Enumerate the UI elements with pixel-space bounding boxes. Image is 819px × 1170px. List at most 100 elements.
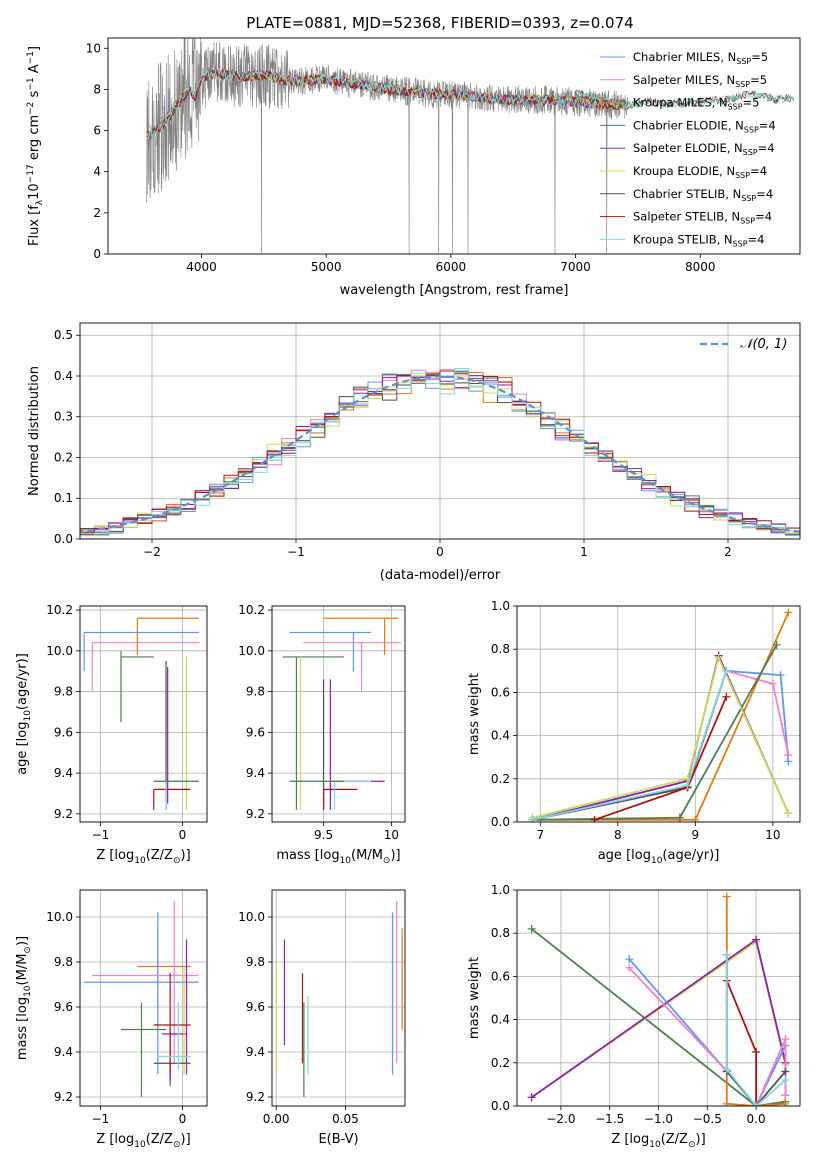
label-part: 10 [134, 856, 146, 866]
weight-marker-kroupa_elodie [784, 809, 793, 818]
spectrum-x-label: wavelength [Angstrom, rest frame] [340, 283, 569, 298]
plot-area [146, 38, 795, 254]
panel-mE-x-label: E(B-V) [318, 1132, 358, 1147]
label-part: −1 [26, 51, 36, 64]
weight-line-salpeter_elodie [532, 652, 790, 821]
label-part: Z [log [611, 1132, 649, 1147]
x-tick-label: 2 [724, 545, 732, 559]
weight-marker-chabrier_elodie [675, 813, 684, 822]
x-tick-label: 9 [692, 828, 700, 842]
y-tick-label: 9.2 [246, 807, 265, 821]
mass-vs-metallicity-panel: −1 09.29.49.69.810.0Z [log10(Z/Z⊙)]mass [… [15, 889, 208, 1150]
label-part: (Z/Z [661, 1132, 688, 1147]
weight-marker-kroupa_stelib [781, 1076, 790, 1085]
weight-line-salpeter_miles [628, 967, 787, 1106]
label-part: 10 [651, 856, 663, 866]
axes-frame [271, 889, 406, 1107]
x-tick-label: 10 [384, 828, 399, 842]
y-tick-label: 10.2 [238, 603, 265, 617]
weight-marker-chabrier_elodie [527, 924, 536, 933]
y-tick-label: 0.2 [491, 1056, 510, 1070]
label-part: 10 [649, 1140, 661, 1150]
label-part: −17 [26, 164, 36, 183]
y-tick-label: 9.6 [54, 725, 73, 739]
weight-marker-salpeter_elodie [527, 1093, 536, 1102]
age-vs-metallicity-panel: −1 09.29.49.69.810.010.2Z [log10(Z/Z⊙)]ag… [15, 603, 208, 866]
legend-value: =5 [750, 73, 767, 87]
weight-line-chabrier_elodie [531, 928, 786, 1106]
observed-spectrum-line [146, 38, 629, 254]
weight-line-kroupa_stelib [725, 954, 786, 1106]
label-part: )] [390, 848, 400, 863]
weight-marker-salpeter_miles [768, 679, 777, 688]
y-tick-label: 4 [93, 165, 101, 179]
label-part: (Z/Z [146, 848, 173, 863]
spectrum-y-label: Flux [fλ10−17 erg cm−2 s−1 A−1] [26, 46, 45, 246]
axes-frame [516, 605, 801, 823]
plot-area [527, 892, 790, 1106]
y-tick-label: 9.8 [246, 685, 265, 699]
plot-area [83, 617, 199, 810]
y-tick-label: 0.4 [491, 729, 510, 743]
legend-name: Chabrier STELIB, N [633, 187, 741, 201]
label-part: 10 [23, 985, 33, 997]
legend-entry: Salpeter STELIB, NSSP=4 [633, 210, 772, 226]
y-tick-label: 2 [93, 206, 101, 220]
y-tick-label: 10.0 [238, 910, 265, 924]
y-tick-label: 9.8 [54, 955, 73, 969]
label-part: s [27, 90, 42, 101]
label-part: λ [35, 199, 45, 205]
legend-entry: Salpeter ELODIE, NSSP=4 [633, 141, 775, 157]
residual-histogram-panel: −2 −1 0 1 2 0.0 0.1 0.2 0.3 0.4 0.5 (data-model)/er… [27, 322, 801, 583]
weight-marker-salpeter_stelib [752, 1048, 761, 1056]
label-part: A [27, 64, 42, 77]
y-tick-label: 1.0 [491, 883, 510, 897]
y-tick-label: 0.6 [491, 969, 510, 983]
y-tick-label: 0.8 [491, 642, 510, 656]
label-part: (age/yr)] [662, 848, 719, 863]
x-tick-label: −2.0 [546, 1112, 575, 1126]
legend-name: Salpeter ELODIE, N [633, 141, 743, 155]
plot-area [80, 367, 800, 538]
panel-wAge-y-label: mass weight [467, 673, 482, 755]
label-part: erg cm [27, 115, 42, 164]
panel-mZ-y-label: mass [log10(M/M⊙)] [15, 936, 33, 1060]
y-tick-label: 10.0 [238, 644, 265, 658]
y-tick-label: 0.1 [54, 491, 73, 505]
weight-marker-salpeter_elodie [752, 935, 761, 944]
y-tick-label: 0.4 [54, 369, 73, 383]
label-part: )] [181, 848, 191, 863]
x-tick-label: −1.0 [644, 1112, 673, 1126]
y-tick-label: 8 [93, 82, 101, 96]
y-tick-label: 10.0 [46, 910, 73, 924]
panel-ageZ-y-label: age [log10(age/yr)] [15, 653, 33, 775]
panel-mZ-x-label: Z [log10(Z/Z⊙)] [96, 1132, 190, 1150]
legend-value: =5 [743, 96, 760, 110]
x-tick-label: 10 [765, 828, 780, 842]
label-part: )] [181, 1132, 191, 1147]
legend-sub: SSP [744, 125, 759, 134]
x-tick-label: 4000 [186, 260, 217, 274]
histogram-x-label: (data-model)/error [380, 568, 501, 583]
legend-entry: Chabrier ELODIE, NSSP=4 [633, 118, 776, 134]
weight-line-kroupa_elodie [532, 655, 790, 819]
legend-entry: Kroupa MILES, NSSP=5 [633, 96, 759, 112]
weight-vs-metallicity-panel: −2.0 −1.5 −1.0 −0.5 0.0 0.0 0.2 0.4 0.6 0.8 1.0 Z [… [467, 883, 801, 1150]
x-tick-label: −1 [287, 545, 305, 559]
x-tick-label: 0.05 [332, 1112, 359, 1126]
y-tick-label: 0.5 [54, 328, 73, 342]
label-part: −1 [26, 77, 36, 90]
mass-vs-ebv-panel: 0.00 0.05 9.2 9.4 9.6 9.8 10.0 E(B-V) [238, 889, 406, 1147]
axes-frame [516, 889, 801, 1107]
y-tick-label: 0 [93, 247, 101, 261]
histogram-y-label: Normed distribution [27, 366, 42, 496]
weight-marker-kroupa_miles [781, 1099, 790, 1106]
label-part: ] [27, 46, 42, 51]
legend-name: Chabrier MILES, N [633, 50, 736, 64]
weight-marker-salpeter_stelib [722, 692, 731, 701]
model-red-tail-kroupa_stelib [575, 89, 795, 111]
legend-value: =4 [750, 164, 767, 178]
label-part: (age/yr)] [15, 653, 30, 710]
